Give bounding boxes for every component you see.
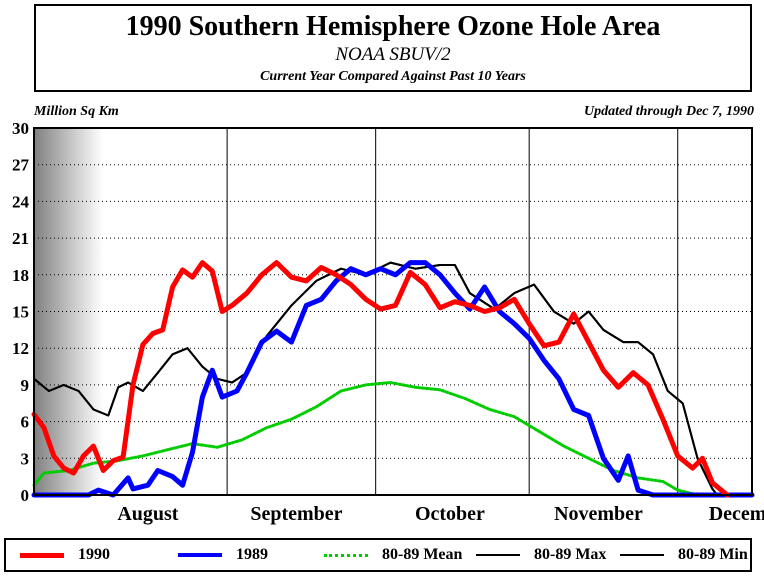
series-line-1989 [31, 260, 755, 498]
legend-swatch-mean [324, 553, 368, 557]
chart-subtitle: NOAA SBUV/2 [335, 44, 451, 65]
y-axis-unit-label: Million Sq Km [34, 104, 119, 119]
series-line-1990 [31, 260, 730, 498]
y-tick-label: 3 [21, 449, 30, 468]
legend-item-min: 80-89 Min [620, 540, 748, 570]
y-tick-label: 0 [21, 486, 30, 505]
month-label: December [709, 503, 764, 525]
legend-swatch-min [620, 554, 664, 556]
chart-svg: 0 3 6 9 12 15 18 21 24 27 30 August September October… [12, 119, 764, 525]
legend-label-max: 80-89 Max [534, 546, 607, 563]
legend-item-1990: 1990 [20, 540, 110, 570]
legend-label-mean: 80-89 Mean [382, 546, 463, 563]
y-tick-label: 6 [21, 413, 30, 432]
y-tick-label: 21 [12, 229, 29, 248]
legend-item-max: 80-89 Max [476, 540, 606, 570]
updated-label: Updated through Dec 7, 1990 [584, 104, 754, 119]
y-tick-label: 27 [12, 156, 30, 175]
plot-frame [33, 127, 753, 496]
legend-item-1989: 1989 [178, 540, 268, 570]
y-tick-label: 18 [12, 266, 29, 285]
legend-label-min: 80-89 Min [678, 546, 748, 563]
y-tick-label: 12 [12, 339, 29, 358]
legend-swatch-1990 [20, 552, 64, 558]
legend-item-mean: 80-89 Mean [324, 540, 462, 570]
legend-swatch-max [476, 554, 520, 556]
y-tick-label: 15 [12, 303, 29, 322]
legend: 1990 1989 80-89 Mean 80-89 Max 80-89 Min [4, 538, 752, 572]
chart-subtitle-secondary: Current Year Compared Against Past 10 Ye… [260, 69, 526, 84]
title-box: 1990 Southern Hemisphere Ozone Hole Area… [34, 4, 752, 92]
early-season-shading [34, 128, 104, 495]
month-label: August [117, 503, 178, 525]
month-label: October [415, 503, 485, 525]
legend-label-1990: 1990 [78, 546, 110, 563]
chart-title: 1990 Southern Hemisphere Ozone Hole Area [125, 11, 661, 42]
month-label: November [554, 503, 643, 525]
y-tick-label: 30 [12, 119, 29, 138]
series-line-80-89-mean [32, 381, 754, 497]
y-tick-label: 24 [12, 192, 30, 211]
legend-label-1989: 1989 [236, 546, 268, 563]
y-tick-label: 9 [21, 376, 30, 395]
legend-swatch-1989 [178, 553, 222, 557]
month-label: September [250, 503, 342, 525]
